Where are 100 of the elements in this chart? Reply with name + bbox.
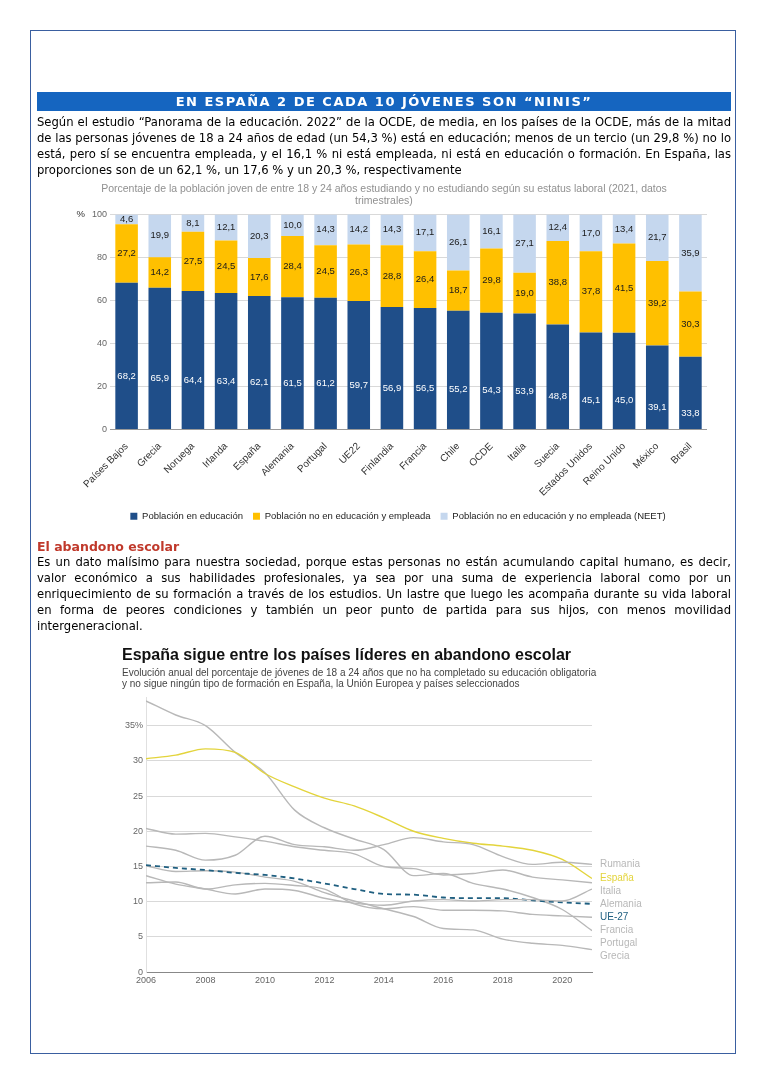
data-label: 14,2	[349, 222, 369, 234]
data-label: 39,2	[648, 296, 667, 308]
series-label: Alemania	[600, 898, 643, 910]
bar	[148, 287, 172, 429]
y-tick-label: 20	[133, 825, 144, 836]
bar	[214, 240, 238, 294]
bar	[347, 214, 371, 245]
data-label: 61,2	[316, 377, 335, 389]
bar	[480, 214, 503, 249]
series-label: UE-27	[600, 911, 629, 923]
bar	[645, 345, 669, 429]
series-label: Italia	[600, 885, 622, 897]
bar	[579, 251, 603, 333]
y-tick-label: 40	[97, 337, 108, 348]
data-label: 24,5	[316, 265, 335, 277]
data-label: 39,1	[648, 400, 667, 412]
y-tick-label: 100	[91, 208, 108, 219]
bar	[612, 243, 636, 333]
bar	[380, 307, 404, 429]
bar	[281, 236, 304, 298]
data-label: 65,9	[150, 371, 170, 383]
x-tick-label: 2014	[373, 975, 394, 986]
line-series	[146, 865, 592, 951]
data-label: 61,5	[283, 376, 302, 388]
y-tick-label: 0	[102, 423, 108, 434]
data-label: 20,3	[250, 229, 269, 241]
data-label: 54,3	[482, 384, 501, 396]
data-label: 37,8	[581, 285, 601, 297]
data-label: 17,1	[415, 226, 435, 238]
chart-title: Porcentaje de la población joven de entre 18 y 24 años estudiando y no estudiando según su estatus laboral (2021, datos trimestrales)	[100, 182, 668, 206]
data-label: 68,2	[117, 369, 136, 381]
text: Según el estudio “Panorama de la educación. 2022” de la OCDE, de media, en los países de la OCDE, más de la mitad de las personas jóvenes de 18 a 24 años de edad (un 54,3 %) está en educación; menos de un tercio (un 29,8 %) no lo está, pero sí se encuentra empleada, y el 16,1 % ni está empleada, ni está en educación o formación. En España, las proporciones son de un 62,1 %, un 17,6 % y un 20,3 %, respectivamente	[37, 114, 731, 178]
bar	[115, 224, 138, 283]
bar	[314, 297, 337, 429]
data-label: 26,3	[349, 266, 369, 278]
text: Es un dato malísimo para nuestra sociedad, porque estas personas no están acumulando capital humano, es decir, valor económico a sus habilidades profesionales, ya sea por una suma de experiencia laboral como por un enriquecimiento de su formación a través de los estudios. Un lastre que luego les acompaña durante su vida laboral en forma de peores condiciones y también un peor punto de partida para sus hijos, con menos movilidad intergeneracional.	[37, 554, 731, 634]
bar	[347, 301, 371, 429]
y-tick-label: 60	[97, 294, 108, 305]
legend-label: Población no en educación y no empleada (NEET)	[452, 509, 666, 521]
data-label: 59,7	[349, 378, 369, 390]
data-label: 17,0	[581, 226, 601, 238]
data-label: 10,0	[283, 218, 302, 230]
series-label: Francia	[600, 924, 634, 936]
data-label: 29,8	[482, 274, 501, 286]
bar	[446, 214, 470, 271]
data-label: 14,3	[382, 223, 402, 235]
bar	[546, 324, 570, 429]
x-tick-label: 2008	[195, 975, 216, 986]
data-label: 24,5	[216, 260, 236, 272]
bar	[513, 313, 536, 429]
bar	[281, 297, 304, 429]
data-label: 12,4	[548, 221, 567, 233]
bar	[513, 214, 536, 273]
data-label: 26,4	[415, 273, 435, 285]
x-tick-label: 2016	[433, 975, 454, 986]
x-tick-label: 2006	[136, 975, 157, 986]
bar	[413, 307, 437, 429]
bar	[513, 272, 536, 314]
bar	[645, 214, 669, 262]
series-label: España	[600, 872, 635, 884]
x-tick-label: 2020	[552, 975, 573, 986]
bar	[214, 293, 238, 429]
chart-title: España sigue entre los países líderes en abandono escolar	[122, 646, 573, 664]
bar	[679, 356, 702, 429]
y-tick-label: 30	[133, 755, 144, 766]
line-series	[146, 748, 592, 880]
bar	[347, 244, 371, 302]
data-label: 12,1	[216, 221, 236, 233]
data-label: 17,6	[250, 270, 269, 282]
data-label: 64,4	[183, 373, 203, 385]
text: EN ESPAÑA 2 DE CADA 10 JÓVENES SON “NINIS”	[37, 92, 731, 111]
data-label: 30,3	[681, 317, 700, 329]
series-label: Portugal	[600, 937, 638, 949]
data-label: 41,5	[614, 281, 634, 293]
data-label: 38,8	[548, 276, 567, 288]
data-label: 19,9	[150, 229, 170, 241]
bar	[148, 214, 172, 258]
data-label: 27,1	[515, 237, 534, 249]
series-label: Grecia	[600, 950, 630, 962]
y-tick-label: 20	[97, 380, 108, 391]
y-tick-label: 25	[133, 790, 144, 801]
data-label: 16,1	[482, 224, 501, 236]
bar	[247, 295, 271, 429]
data-label: 14,2	[150, 266, 170, 278]
x-tick-label: 2018	[492, 975, 513, 986]
bar	[413, 251, 437, 308]
bar	[314, 245, 337, 298]
data-label: 55,2	[449, 383, 468, 395]
chart-subtitle: Evolución anual del porcentaje de jóvenes de 18 a 24 años que no ha completado su educación obligatoria y no sigue ningún tipo de formación en España, la Unión Europea y países seleccionados	[122, 667, 598, 689]
data-label: 28,4	[283, 260, 302, 272]
bar	[247, 258, 271, 296]
data-label: 28,8	[382, 269, 402, 281]
bar	[247, 214, 271, 259]
data-label: 13,4	[614, 222, 634, 234]
data-label: 21,7	[648, 231, 667, 243]
data-label: 62,1	[250, 376, 269, 388]
data-label: 56,5	[415, 382, 435, 394]
bar	[115, 282, 138, 429]
legend-label: Población en educación	[142, 509, 243, 521]
data-label: 18,7	[449, 284, 468, 296]
